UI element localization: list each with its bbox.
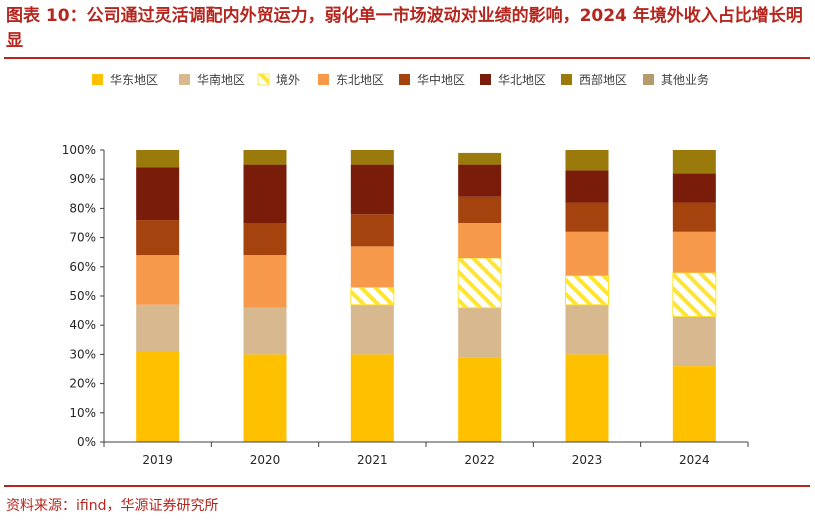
y-tick-label: 70% (69, 231, 96, 245)
legend-label: 华北地区 (498, 73, 546, 87)
bar-segment (672, 272, 717, 317)
bar-segment (565, 304, 609, 355)
bar-segment (672, 202, 716, 232)
legend-swatch (643, 74, 654, 85)
bar-segment (565, 275, 609, 306)
y-tick-label: 0% (77, 435, 96, 449)
bar-segment (672, 366, 716, 442)
bar-segment (350, 164, 394, 215)
bar-segment (243, 307, 287, 355)
legend-label: 其他业务 (661, 72, 709, 87)
bar-segment (136, 167, 180, 221)
y-tick-label: 60% (69, 260, 96, 274)
y-tick-label: 20% (69, 377, 96, 391)
bar-segment (672, 173, 716, 203)
bar-segment (672, 231, 716, 273)
source-note: 资料来源：ifind，华源证券研究所 (6, 498, 219, 514)
y-tick-label: 10% (69, 406, 96, 420)
legend-swatch (561, 74, 572, 85)
x-tick-label: 2023 (572, 453, 603, 467)
bar-segment (458, 152, 502, 165)
bar-segment (350, 304, 394, 355)
title-rule (4, 57, 810, 59)
bar-segment (350, 286, 395, 306)
y-axis: 0% 10% 20% 30% 40% 50% 60% 70% 80% 90% 100% (62, 143, 105, 449)
y-tick-label: 40% (69, 318, 96, 332)
y-tick-label: 90% (69, 172, 96, 186)
bar-segment (565, 354, 609, 442)
legend-label: 境外 (276, 72, 300, 87)
bar-segment (672, 316, 716, 367)
x-tick-label: 2021 (357, 453, 388, 467)
legend: 华东地区 华南地区 境外 东北地区 华中地区 华北地区 西部地区 其他业务 (92, 72, 709, 87)
bar-segment (565, 202, 609, 232)
bar-segment (243, 150, 287, 165)
bar-segment (458, 196, 502, 223)
bar-segment (565, 150, 609, 171)
bar-segment (136, 220, 180, 256)
bar-segment (350, 150, 394, 165)
bar-segment (136, 351, 180, 442)
bar-segment (458, 357, 502, 442)
figure-title: 图表 10：公司通过灵活调配内外贸运力，弱化单一市场波动对业绩的影响，2024 … (6, 6, 803, 51)
legend-label: 华中地区 (417, 72, 465, 87)
footer-rule (4, 485, 810, 487)
bar-segment (136, 304, 180, 352)
legend-swatch (179, 74, 190, 85)
bar-segment (136, 150, 180, 168)
y-tick-label: 50% (69, 289, 96, 303)
legend-label: 西部地区 (579, 72, 627, 87)
legend-label: 华南地区 (197, 72, 245, 87)
y-tick-label: 100% (62, 143, 96, 157)
x-axis: 2019 2020 2021 2022 2023 2024 (103, 441, 749, 467)
bar-segment (565, 231, 609, 276)
bar-segment (243, 223, 287, 256)
bar-segment (350, 214, 394, 247)
bar-segment (243, 354, 287, 442)
bar-segment (458, 164, 502, 197)
legend-swatch (257, 73, 270, 86)
bar-segment (457, 257, 502, 309)
x-tick-label: 2019 (142, 453, 173, 467)
y-tick-label: 30% (69, 347, 96, 361)
legend-swatch (318, 74, 329, 85)
y-tick-label: 80% (69, 201, 96, 215)
bar-segment (565, 170, 609, 203)
x-tick-label: 2020 (250, 453, 281, 467)
x-tick-label: 2024 (679, 453, 710, 467)
bar-segment (243, 255, 287, 308)
bar-segment (350, 246, 394, 288)
bar-segment (136, 255, 180, 305)
bar-segment (672, 150, 716, 174)
bar-segment (350, 354, 394, 442)
bars (136, 150, 717, 442)
x-tick-label: 2022 (464, 453, 495, 467)
bar-segment (243, 164, 287, 223)
bar-segment (458, 307, 502, 358)
legend-swatch (399, 74, 410, 85)
legend-label: 华东地区 (110, 73, 158, 87)
legend-swatch (92, 74, 103, 85)
legend-swatch (480, 74, 491, 85)
legend-label: 东北地区 (336, 73, 384, 87)
stacked-bar-chart: 华东地区 华南地区 境外 东北地区 华中地区 华北地区 西部地区 其他业务 0% 10% 20% 3… (62, 72, 749, 467)
bar-segment (458, 223, 502, 259)
